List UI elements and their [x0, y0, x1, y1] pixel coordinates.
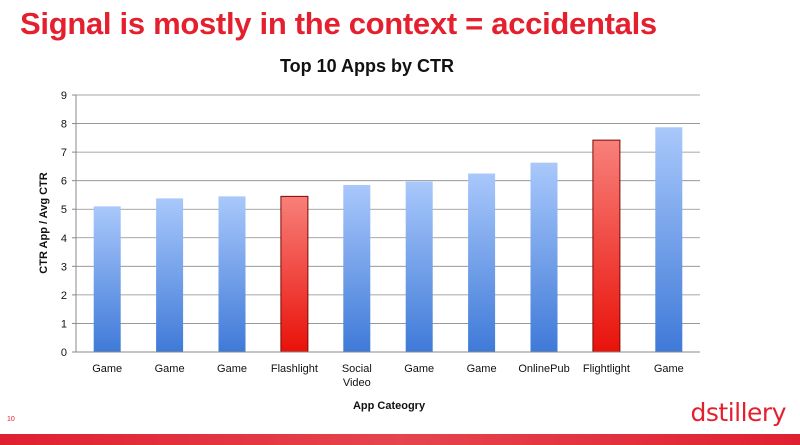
- y-tick-label: 4: [61, 233, 67, 245]
- x-category-label: Social Video: [342, 363, 372, 389]
- x-category-label: Game: [155, 363, 185, 375]
- slide-title: Signal is mostly in the context = accide…: [20, 6, 657, 41]
- x-category-label: Game: [217, 363, 247, 375]
- bar: [655, 127, 683, 352]
- y-tick-label: 9: [61, 90, 67, 102]
- x-category-label: Game: [467, 363, 497, 375]
- bar: [405, 181, 433, 352]
- bar: [93, 206, 121, 352]
- bar: [468, 173, 496, 352]
- x-category-label: Flightlight: [583, 363, 630, 375]
- bar-highlighted: [592, 139, 621, 353]
- y-tick-label: 1: [61, 318, 67, 330]
- bar: [343, 184, 371, 352]
- x-category-label: Flashlight: [271, 363, 318, 375]
- page-number: 10: [7, 416, 15, 423]
- chart-title: Top 10 Apps by CTR: [280, 56, 454, 76]
- bar: [218, 196, 246, 352]
- x-axis-categories: Game Game Game Flashlight Social Video Game Gam…: [92, 363, 684, 389]
- bar: [156, 198, 184, 352]
- x-category-label: Game: [654, 363, 684, 375]
- x-category-label: Game: [404, 363, 434, 375]
- y-tick-label: 7: [61, 147, 67, 159]
- x-category-label: OnlinePub: [518, 363, 569, 375]
- dstillery-logo: dstillery: [690, 398, 787, 427]
- x-category-label: Game: [92, 363, 122, 375]
- y-tick-label: 6: [61, 176, 67, 188]
- bar: [530, 162, 558, 352]
- y-tick-label: 2: [61, 290, 67, 302]
- bars: [93, 127, 683, 353]
- y-tick-label: 5: [61, 204, 67, 216]
- y-axis-ticks: 0 1 2 3 4 5 6 7 8 9: [61, 90, 76, 359]
- y-tick-label: 3: [61, 261, 67, 273]
- y-tick-label: 0: [61, 347, 67, 359]
- y-axis-label: CTR App / Avg CTR: [38, 172, 50, 273]
- y-tick-label: 8: [61, 119, 67, 131]
- x-axis-label: App Cateogry: [353, 400, 426, 412]
- bar-highlighted: [280, 195, 309, 353]
- footer-band: [0, 434, 800, 445]
